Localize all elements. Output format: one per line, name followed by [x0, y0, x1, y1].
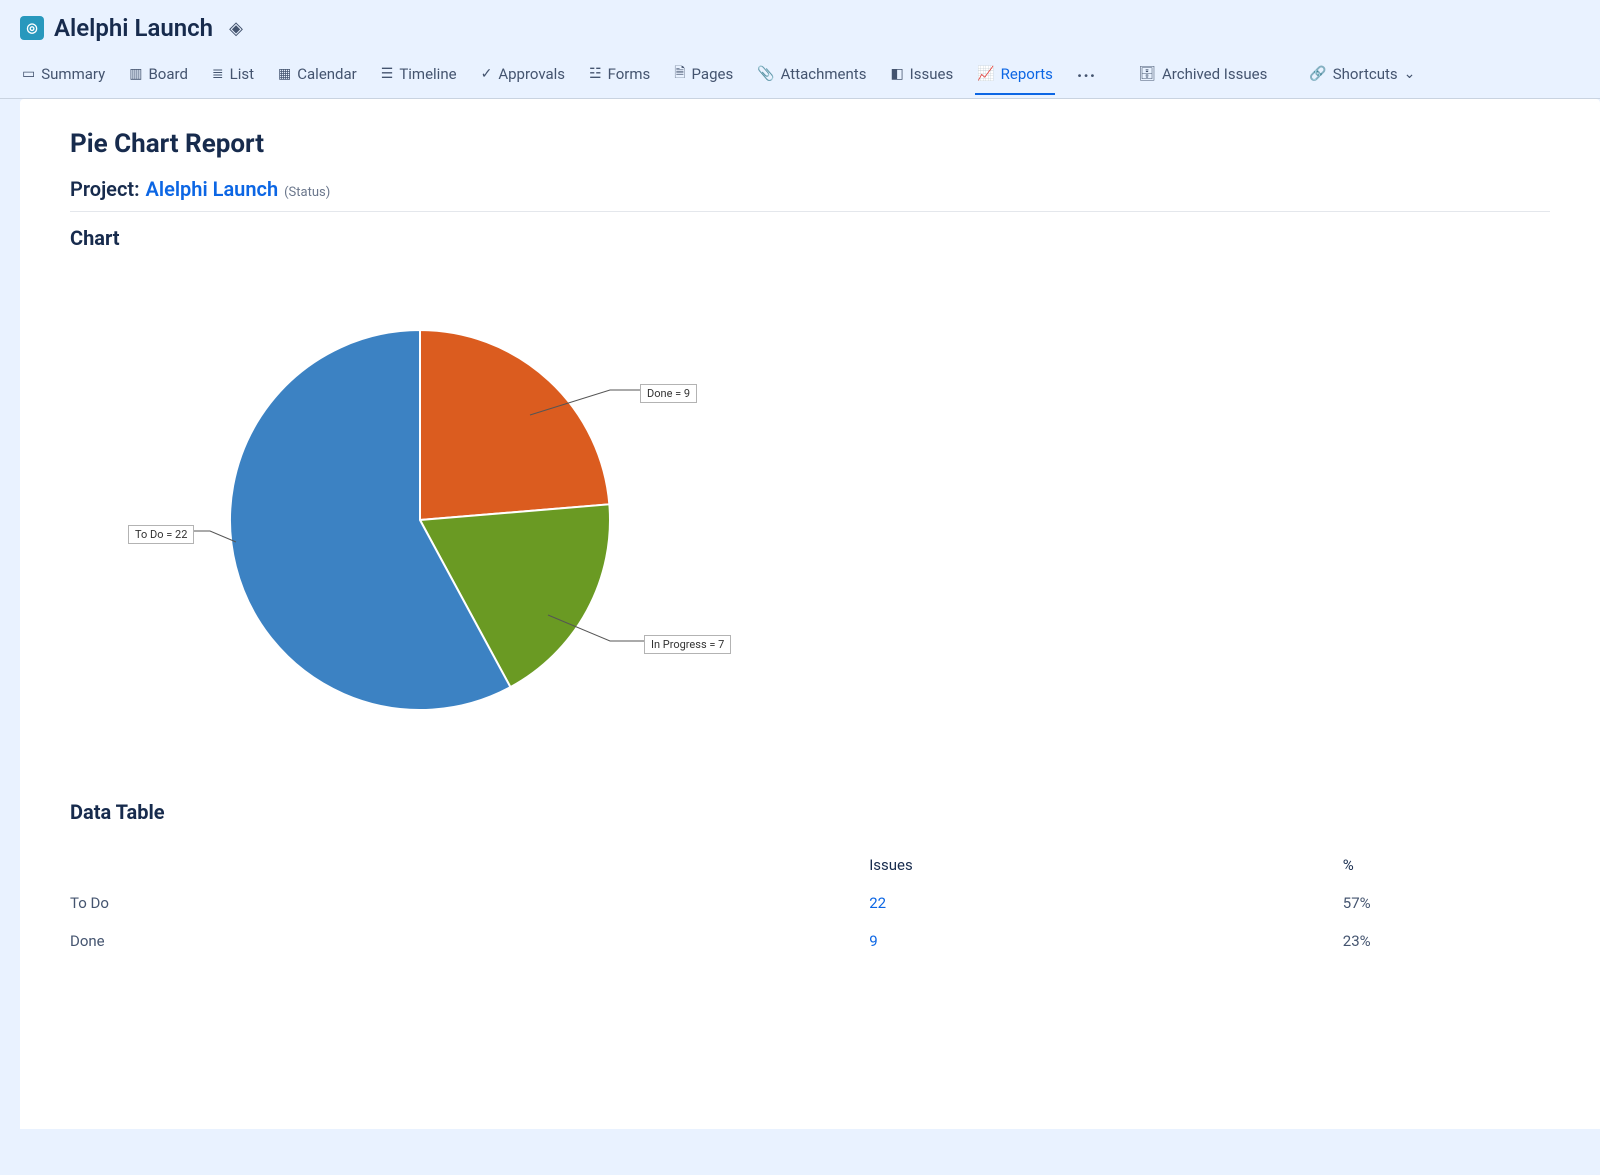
- summary-icon: ▭: [22, 66, 35, 82]
- project-label: Project:: [70, 177, 140, 201]
- nav-tabs: ▭ Summary ▥ Board ≣ List ▦ Calendar ☰ Ti…: [0, 50, 1600, 99]
- issues-icon: ◧: [890, 66, 903, 82]
- tab-forms[interactable]: ☳ Forms: [587, 57, 652, 95]
- table-row: Done 9 23%: [70, 922, 1550, 960]
- table-header-row: Issues %: [70, 846, 1550, 884]
- callout-label: To Do = 22: [128, 525, 194, 544]
- tab-pages[interactable]: 🗎 Pages: [672, 54, 735, 98]
- forms-icon: ☳: [589, 66, 602, 82]
- list-icon: ≣: [212, 66, 224, 82]
- tab-issues[interactable]: ◧ Issues: [888, 57, 955, 95]
- tab-label: Summary: [41, 65, 105, 83]
- tab-list[interactable]: ≣ List: [210, 57, 256, 95]
- pie-svg: [110, 270, 910, 750]
- project-link[interactable]: Alelphi Launch: [146, 177, 279, 201]
- shortcuts-icon: 🔗: [1309, 66, 1326, 82]
- callout-label: Done = 9: [640, 384, 697, 403]
- attachments-icon: 📎: [757, 66, 774, 82]
- reports-icon: 📈: [977, 66, 994, 82]
- tab-label: Shortcuts: [1333, 65, 1398, 83]
- data-table-heading: Data Table: [70, 800, 1550, 824]
- tab-archived-issues[interactable]: 🗄 Archived Issues: [1136, 57, 1269, 95]
- tab-shortcuts[interactable]: 🔗 Shortcuts ⌄: [1307, 57, 1417, 95]
- tab-label: Pages: [692, 65, 734, 83]
- tab-label: List: [230, 65, 254, 83]
- tab-label: Attachments: [781, 65, 867, 83]
- archive-icon: 🗄: [1138, 66, 1156, 82]
- tab-label: Archived Issues: [1162, 65, 1267, 83]
- table-cell-pct: 23%: [1343, 932, 1550, 950]
- calendar-icon: ▦: [278, 66, 291, 82]
- tab-timeline[interactable]: ☰ Timeline: [379, 57, 459, 95]
- tab-board[interactable]: ▥ Board: [127, 57, 190, 95]
- tab-summary[interactable]: ▭ Summary: [20, 57, 107, 95]
- tab-label: Forms: [608, 65, 651, 83]
- chart-heading: Chart: [70, 226, 1550, 250]
- tab-calendar[interactable]: ▦ Calendar: [276, 57, 359, 95]
- timeline-icon: ☰: [381, 66, 394, 82]
- project-header: ◎ Alelphi Launch ◈: [0, 0, 1600, 50]
- project-row: Project: Alelphi Launch (Status): [70, 177, 1550, 212]
- tab-label: Board: [148, 65, 187, 83]
- tab-label: Calendar: [297, 65, 357, 83]
- pie-slice: [420, 330, 609, 520]
- pie-chart: Done = 9 In Progress = 7 To Do = 22: [110, 270, 910, 750]
- table-header-issues: Issues: [869, 856, 1343, 874]
- table-cell-status: Done: [70, 932, 869, 950]
- report-panel: Pie Chart Report Project: Alelphi Launch…: [20, 99, 1600, 1129]
- content-wrapper: Pie Chart Report Project: Alelphi Launch…: [0, 99, 1600, 1129]
- table-row: To Do 22 57%: [70, 884, 1550, 922]
- tab-label: Timeline: [399, 65, 456, 83]
- customize-icon[interactable]: ◈: [229, 18, 243, 39]
- board-icon: ▥: [129, 66, 142, 82]
- table-cell-issues-link[interactable]: 22: [869, 894, 886, 912]
- tab-label: Reports: [1001, 65, 1053, 83]
- callout-label: In Progress = 7: [644, 635, 731, 654]
- tab-more[interactable]: ···: [1075, 66, 1098, 87]
- table-cell-pct: 57%: [1343, 894, 1550, 912]
- approvals-icon: ✓: [481, 66, 493, 82]
- tab-attachments[interactable]: 📎 Attachments: [755, 57, 868, 95]
- project-sub: (Status): [284, 185, 330, 200]
- tab-approvals[interactable]: ✓ Approvals: [479, 57, 567, 95]
- tab-label: Approvals: [498, 65, 565, 83]
- chevron-down-icon: ⌄: [1404, 66, 1416, 82]
- pages-icon: 🗎: [674, 62, 685, 86]
- table-cell-issues-link[interactable]: 9: [869, 932, 877, 950]
- project-avatar-icon: ◎: [20, 16, 44, 40]
- project-name: Alelphi Launch: [54, 14, 213, 42]
- table-cell-status: To Do: [70, 894, 869, 912]
- tab-reports[interactable]: 📈 Reports: [975, 57, 1055, 95]
- tab-label: Issues: [910, 65, 954, 83]
- table-header-pct: %: [1343, 856, 1550, 874]
- report-title: Pie Chart Report: [70, 129, 1550, 159]
- table-header-status: [70, 856, 869, 874]
